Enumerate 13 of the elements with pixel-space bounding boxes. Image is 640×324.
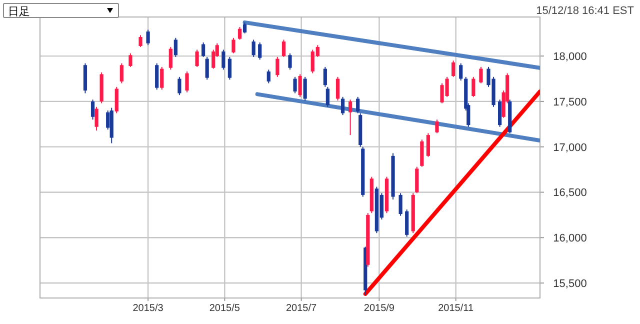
x-tick-label: 2015/3 <box>132 303 164 314</box>
y-tick-label: 16,000 <box>553 232 587 245</box>
x-tick-label: 2015/7 <box>286 303 318 314</box>
x-tick-label: 2015/11 <box>438 303 474 314</box>
x-tick-label: 2015/9 <box>364 303 395 314</box>
y-tick-label: 17,500 <box>553 96 587 108</box>
y-tick-label: 18,000 <box>553 51 587 64</box>
y-tick-label: 16,500 <box>553 187 587 200</box>
y-tick-label: 17,000 <box>553 142 587 154</box>
x-tick-label: 2015/5 <box>209 303 240 314</box>
dropdown: 日足 <box>3 3 119 18</box>
annotation: 15/12/18 16:41 EST <box>536 5 634 17</box>
y-tick-label: 15,500 <box>553 278 587 290</box>
